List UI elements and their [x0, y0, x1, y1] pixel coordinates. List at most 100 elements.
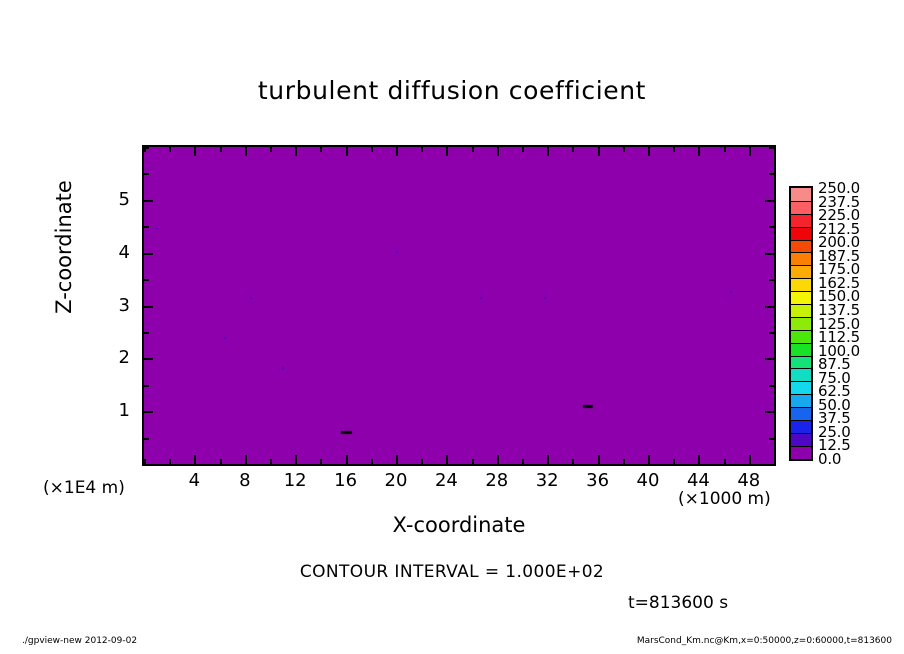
colorbar-tick-label: 37.5	[818, 409, 851, 428]
colorbar-band	[791, 381, 811, 395]
colorbar-tick-label: 150.0	[818, 287, 860, 306]
colorbar-band	[791, 432, 811, 446]
colorbar-band-separator	[791, 226, 811, 228]
footer-data-source: MarsCond_Km.nc@Km,x=0:50000,z=0:60000,t=…	[636, 636, 892, 646]
axis-tick	[270, 459, 272, 464]
axis-tick	[471, 459, 474, 464]
colorbar-band-separator	[791, 394, 811, 396]
colorbar-band-separator	[791, 213, 811, 215]
colorbar-band-separator	[791, 200, 811, 202]
x-tick-label: 12	[283, 470, 307, 491]
axis-tick	[144, 459, 146, 464]
x-tick-label: 24	[434, 470, 458, 491]
axis-tick	[765, 252, 774, 255]
colorbar-tick-label: 175.0	[818, 260, 860, 279]
axis-tick	[769, 437, 774, 440]
axis-tick	[169, 147, 172, 152]
axis-tick	[774, 459, 776, 464]
axis-tick	[698, 455, 701, 464]
colorbar-tick-label: 125.0	[818, 314, 860, 333]
colorbar-band-separator	[791, 381, 811, 383]
y-tick-label: 3	[118, 294, 130, 316]
colorbar-tick-label: 12.5	[818, 436, 851, 455]
colorbar-band-separator	[791, 445, 811, 447]
colorbar-band	[791, 394, 811, 408]
axis-tick	[496, 147, 499, 156]
x-tick-label: 40	[636, 470, 660, 491]
colorbar-band-separator	[791, 342, 811, 344]
axis-tick	[370, 459, 373, 464]
time-annotation: t=813600 s	[628, 593, 729, 613]
axis-tick	[320, 459, 323, 464]
colorbar-tick-label: 0.0	[818, 450, 842, 468]
axis-tick	[144, 411, 153, 414]
axis-tick	[370, 147, 373, 152]
axis-tick	[765, 305, 774, 308]
axis-tick	[769, 173, 774, 176]
axis-tick	[144, 384, 149, 387]
axis-tick	[765, 358, 774, 361]
axis-tick	[295, 147, 298, 156]
axis-tick	[748, 147, 751, 156]
axis-tick	[295, 455, 298, 464]
colorbar-band	[791, 420, 811, 433]
axis-tick	[219, 147, 222, 152]
colorbar-band-separator	[791, 368, 811, 370]
x-tick-label: 4	[188, 470, 201, 491]
axis-tick	[597, 455, 600, 464]
axis-tick	[396, 455, 398, 464]
axis-tick	[194, 455, 197, 464]
x-tick-label: 44	[686, 470, 710, 491]
colorbar-tick-label: 225.0	[818, 206, 860, 225]
axis-tick	[144, 147, 149, 149]
z-axis-unit-label: (×1E4 m)	[43, 478, 125, 498]
plot-area	[142, 145, 776, 466]
colorbar-band-separator	[791, 420, 811, 422]
axis-tick	[244, 147, 247, 156]
colorbar-band	[791, 239, 811, 253]
axis-tick	[345, 147, 348, 156]
colorbar-band	[791, 226, 811, 240]
x-axis-unit-label: (×1000 m)	[678, 489, 771, 509]
colorbar-band-separator	[791, 304, 811, 306]
axis-tick	[144, 305, 153, 308]
colorbar-band-separator	[791, 407, 811, 409]
colorbar-tick-label: 137.5	[818, 300, 860, 319]
axis-tick	[194, 147, 197, 156]
axis-tick	[421, 147, 424, 152]
axis-tick	[673, 147, 676, 152]
axis-tick	[144, 226, 149, 229]
colorbar-tick-label: 87.5	[818, 355, 851, 374]
colorbar-band-separator	[791, 291, 811, 293]
colorbar-tick-label: 62.5	[818, 382, 851, 401]
axis-tick	[144, 199, 153, 202]
colorbar-band-separator	[791, 355, 811, 357]
colorbar-band-separator	[791, 252, 811, 254]
axis-tick	[144, 279, 149, 282]
colorbar-band	[791, 342, 811, 356]
colorbar-band	[791, 200, 811, 214]
y-tick-label: 1	[118, 400, 130, 422]
colorbar-tick-label: 75.0	[818, 368, 851, 387]
axis-tick	[572, 459, 575, 464]
colorbar	[789, 186, 813, 461]
colorbar-band-separator	[791, 239, 811, 241]
contour-field-canvas	[144, 147, 774, 464]
axis-tick	[522, 459, 524, 464]
axis-tick	[769, 226, 774, 229]
axis-tick	[547, 147, 550, 156]
axis-tick	[496, 455, 499, 464]
axis-tick	[597, 147, 600, 156]
axis-tick	[144, 331, 149, 334]
axis-tick	[698, 147, 701, 156]
axis-tick	[320, 147, 323, 152]
axis-tick	[748, 455, 751, 464]
colorbar-tick-label: 50.0	[818, 395, 851, 414]
y-tick-label: 2	[118, 347, 130, 369]
axis-tick	[244, 455, 247, 464]
axis-tick	[522, 147, 524, 152]
colorbar-tick-label: 187.5	[818, 246, 860, 265]
colorbar-band	[791, 213, 811, 227]
page-title: turbulent diffusion coefficient	[257, 76, 647, 105]
colorbar-tick-label: 212.5	[818, 219, 860, 238]
